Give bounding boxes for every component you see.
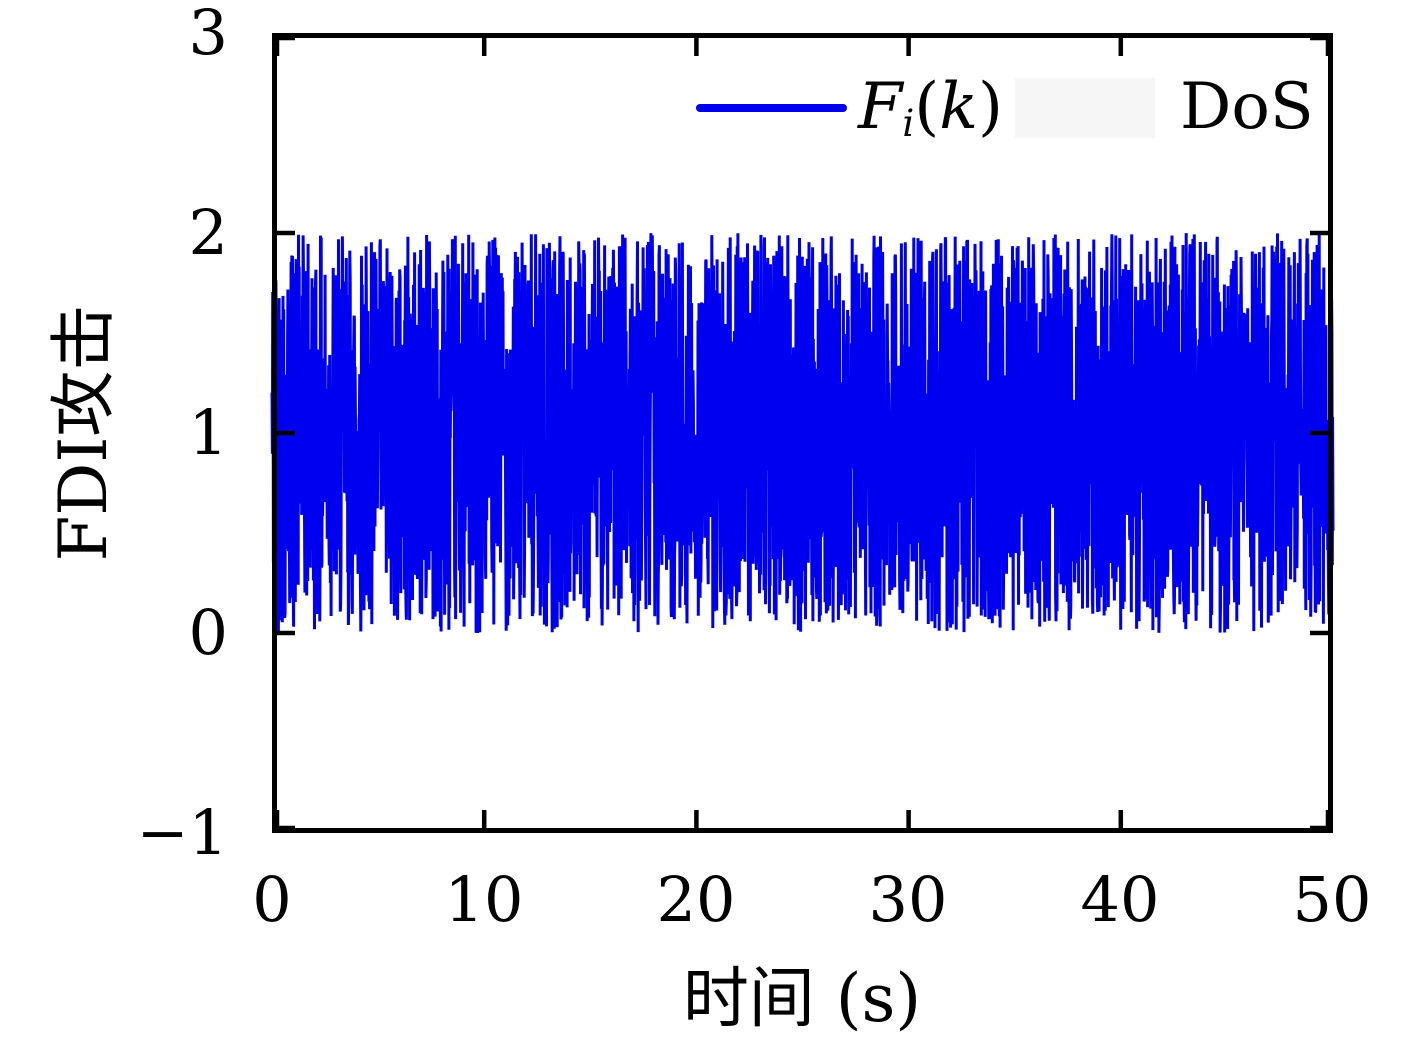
legend-f: F	[858, 70, 903, 144]
y-tick-label-0: 0	[188, 596, 228, 669]
x-axis-label: 时间 (s)	[682, 960, 922, 1037]
x-tick-label-0: 0	[252, 863, 292, 936]
legend-line-sample	[696, 104, 847, 112]
y-tick-label-2: 2	[188, 196, 228, 269]
legend-dos-label: DoS	[1180, 70, 1314, 144]
y-tick-label-1: 1	[188, 396, 228, 469]
x-tick-label-30: 30	[868, 863, 948, 936]
x-tick-label-10: 10	[444, 863, 524, 936]
x-tick-label-40: 40	[1080, 863, 1160, 936]
x-tick-label-50: 50	[1292, 863, 1372, 936]
legend-paren-open: (	[914, 70, 940, 144]
legend-series-label: Fi(k)	[858, 68, 1003, 155]
x-tick-label-20: 20	[656, 863, 736, 936]
plot-canvas	[270, 33, 1335, 833]
legend-dos-patch	[1015, 78, 1155, 138]
legend-k: k	[939, 70, 979, 144]
legend-f-subscript: i	[902, 102, 915, 146]
plot-area	[270, 33, 1335, 833]
legend-paren-close: )	[978, 70, 1003, 144]
y-tick-label-3: 3	[188, 0, 228, 69]
y-tick-label-neg1: −1	[136, 796, 228, 869]
